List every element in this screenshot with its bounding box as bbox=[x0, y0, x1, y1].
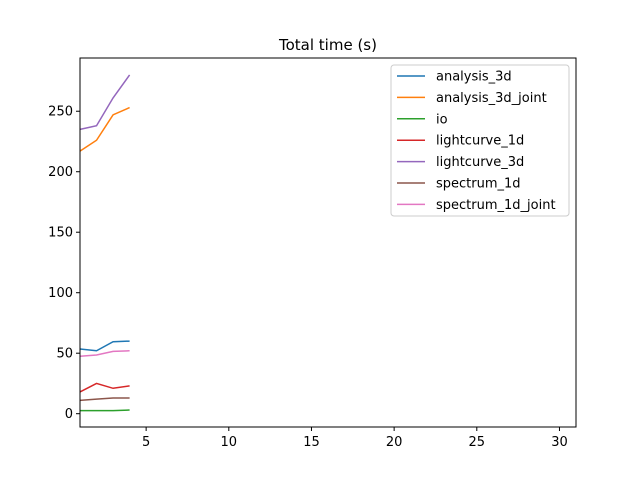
legend-label-analysis_3d_joint: analysis_3d_joint bbox=[436, 91, 547, 106]
series-line-lightcurve_1d bbox=[79, 382, 130, 393]
x-tick-label: 15 bbox=[303, 435, 320, 450]
series-line-io bbox=[80, 409, 130, 412]
x-axis: 5 10 15 20 25 30 bbox=[142, 427, 568, 450]
x-tick-label: 30 bbox=[551, 435, 568, 450]
series-line-analysis_3d bbox=[79, 340, 130, 352]
plot-frame bbox=[79, 57, 577, 428]
x-tick-label: 25 bbox=[469, 435, 486, 450]
y-tick-label: 150 bbox=[48, 226, 73, 241]
x-tick-label: 5 bbox=[142, 435, 150, 450]
y-tick-label: 0 bbox=[65, 407, 73, 422]
legend-label-spectrum_1d: spectrum_1d bbox=[436, 177, 521, 192]
legend-box bbox=[390, 64, 570, 217]
legend-label-io: io bbox=[436, 112, 448, 127]
y-tick-label: 200 bbox=[48, 165, 73, 180]
legend-label-lightcurve_3d: lightcurve_3d bbox=[436, 155, 524, 170]
legend-label-lightcurve_1d: lightcurve_1d bbox=[436, 134, 524, 149]
y-axis: 0 50 100 150 200 250 bbox=[48, 105, 80, 422]
y-tick-label: 50 bbox=[56, 347, 73, 362]
series-line-spectrum_1d_joint bbox=[79, 350, 130, 357]
legend-label-analysis_3d: analysis_3d bbox=[436, 70, 512, 85]
plot-lines bbox=[79, 74, 131, 412]
x-tick-label: 10 bbox=[221, 435, 238, 450]
legend-label-spectrum_1d_joint: spectrum_1d_joint bbox=[436, 198, 556, 213]
y-tick-label: 100 bbox=[48, 286, 73, 301]
y-tick-label: 250 bbox=[48, 105, 73, 120]
series-line-spectrum_1d bbox=[79, 397, 130, 402]
x-tick-label: 20 bbox=[386, 435, 403, 450]
chart-title: Total time (s) bbox=[278, 36, 377, 54]
series-line-lightcurve_3d bbox=[79, 74, 131, 131]
series-line-analysis_3d_joint bbox=[79, 106, 130, 152]
